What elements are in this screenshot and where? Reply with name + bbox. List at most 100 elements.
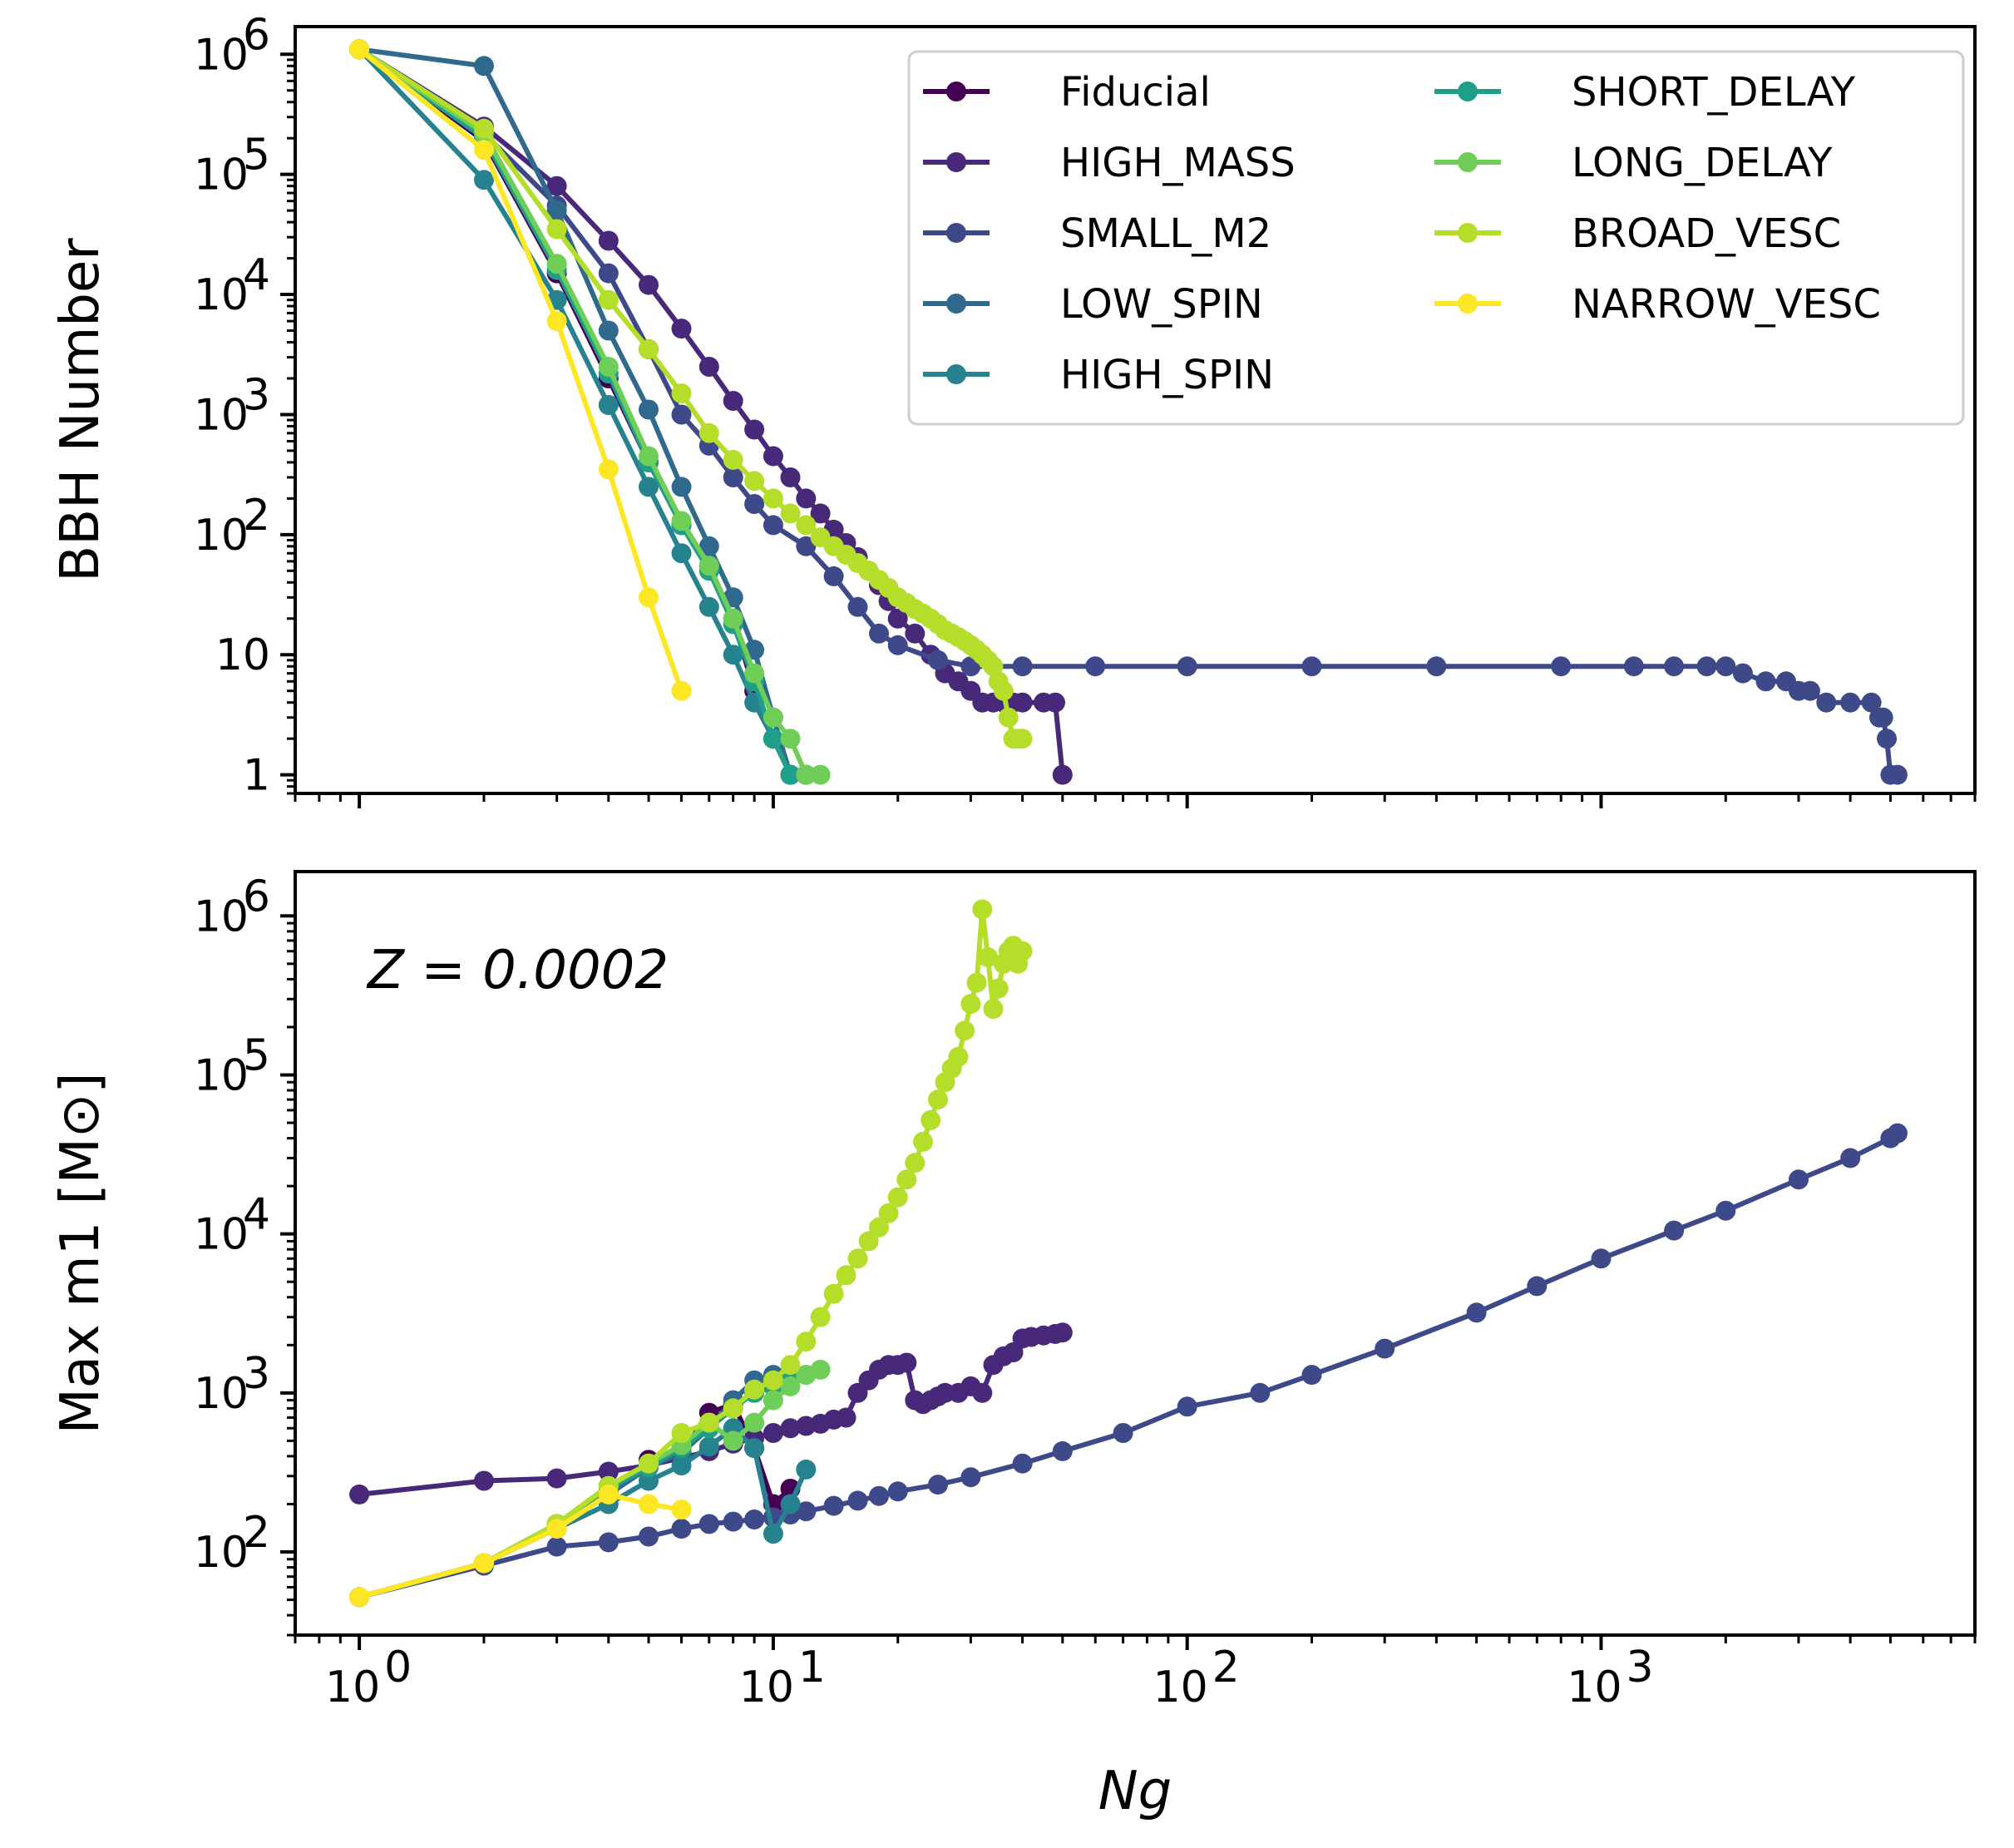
bottom-point-broad-vesc bbox=[810, 1307, 831, 1327]
bottom-point-small-m2 bbox=[1715, 1200, 1736, 1221]
bottom-point-high-spin bbox=[796, 1459, 817, 1480]
bottom-point-narrow-vesc bbox=[546, 1519, 567, 1539]
top-point-narrow-vesc bbox=[474, 140, 494, 161]
bottom-point-small-m2 bbox=[1466, 1302, 1487, 1323]
bottom-point-narrow-vesc bbox=[474, 1553, 494, 1574]
legend-marker-high-mass bbox=[946, 152, 966, 172]
bottom-point-small-m2 bbox=[869, 1485, 889, 1506]
legend-label-broad-vesc: BROAD_VESC bbox=[1572, 210, 1841, 257]
bottom-point-broad-vesc bbox=[905, 1153, 926, 1174]
top-point-high-mass bbox=[744, 419, 765, 440]
legend-label-low-spin: LOW_SPIN bbox=[1060, 281, 1263, 328]
top-point-narrow-vesc bbox=[546, 311, 567, 332]
bottom-point-broad-vesc bbox=[780, 1355, 801, 1376]
top-point-small-m2 bbox=[1887, 764, 1908, 785]
top-point-narrow-vesc bbox=[671, 680, 692, 701]
bottom-point-small-m2 bbox=[546, 1536, 567, 1557]
bottom-point-small-m2 bbox=[928, 1475, 948, 1495]
bottom-xtick-label: 10 bbox=[739, 1663, 794, 1712]
bottom-ytick-label: 10 bbox=[194, 1528, 249, 1578]
bottom-point-small-m2 bbox=[1527, 1276, 1548, 1297]
top-ytick-label: 10 bbox=[194, 151, 249, 200]
bottom-point-small-m2 bbox=[887, 1481, 908, 1502]
bottom-ytick-exponent: 6 bbox=[243, 872, 270, 922]
top-point-short-delay bbox=[763, 729, 783, 749]
top-point-broad-vesc bbox=[993, 680, 1014, 701]
bottom-plot-frame bbox=[294, 870, 1977, 1637]
top-point-long-delay bbox=[639, 446, 659, 467]
top-point-long-delay bbox=[598, 357, 619, 377]
bottom-point-small-m2 bbox=[723, 1511, 743, 1532]
bottom-point-long-delay bbox=[744, 1412, 765, 1433]
bottom-point-small-m2 bbox=[1375, 1338, 1395, 1359]
bottom-point-high-mass bbox=[598, 1461, 619, 1482]
bottom-point-broad-vesc bbox=[928, 1090, 948, 1110]
legend-label-narrow-vesc: NARROW_VESC bbox=[1572, 281, 1881, 328]
bottom-series-line-broad-vesc bbox=[358, 907, 1025, 1600]
top-point-broad-vesc bbox=[1012, 729, 1033, 749]
top-point-high-mass bbox=[796, 488, 817, 509]
bottom-ytick-label: 10 bbox=[194, 1210, 249, 1260]
top-ytick-exponent: 2 bbox=[243, 491, 270, 541]
top-point-low-spin bbox=[474, 56, 494, 77]
bottom-point-broad-vesc bbox=[972, 899, 993, 920]
bottom-point-broad-vesc bbox=[896, 1169, 917, 1190]
top-point-small-m2 bbox=[598, 263, 619, 284]
bottom-point-small-m2 bbox=[1113, 1423, 1133, 1443]
bottom-xtick-exponent: 1 bbox=[798, 1643, 826, 1692]
top-ytick-exponent: 6 bbox=[243, 10, 270, 60]
top-point-small-m2 bbox=[1623, 656, 1644, 677]
top-ytick-exponent: 3 bbox=[243, 370, 270, 420]
bottom-point-high-mass bbox=[546, 1468, 567, 1489]
bottom-point-broad-vesc bbox=[698, 1412, 719, 1433]
top-point-narrow-vesc bbox=[349, 39, 370, 60]
top-ytick-label: 1 bbox=[243, 751, 270, 801]
legend-label-high-spin: HIGH_SPIN bbox=[1060, 352, 1274, 398]
top-point-small-m2 bbox=[1177, 656, 1197, 677]
top-point-long-delay bbox=[723, 608, 743, 629]
top-point-high-spin bbox=[639, 477, 659, 497]
bottom-point-small-m2 bbox=[1250, 1382, 1271, 1403]
top-point-broad-vesc bbox=[639, 338, 659, 359]
top-point-broad-vesc bbox=[763, 488, 783, 509]
bottom-point-long-delay bbox=[780, 1376, 801, 1396]
top-point-broad-vesc bbox=[744, 471, 765, 492]
legend-label-short-delay: SHORT_DELAY bbox=[1572, 69, 1856, 116]
bottom-point-broad-vesc bbox=[983, 999, 1004, 1020]
top-point-high-mass bbox=[905, 623, 926, 644]
top-ytick-exponent: 5 bbox=[243, 131, 270, 180]
top-point-high-mass bbox=[1012, 692, 1033, 713]
bottom-series-group bbox=[349, 899, 1908, 1608]
top-point-long-delay bbox=[780, 729, 801, 749]
bottom-point-narrow-vesc bbox=[598, 1484, 619, 1505]
legend-marker-small-m2 bbox=[946, 223, 966, 243]
bottom-xlabel: Ng bbox=[1098, 1761, 1172, 1822]
top-point-high-spin bbox=[698, 596, 719, 617]
top-point-small-m2 bbox=[1301, 656, 1322, 677]
top-point-small-m2 bbox=[869, 623, 889, 644]
bottom-ytick-label: 10 bbox=[194, 1369, 249, 1419]
bottom-point-high-mass bbox=[763, 1423, 783, 1443]
bottom-ytick-label: 10 bbox=[194, 1050, 249, 1100]
bottom-point-high-mass bbox=[896, 1352, 917, 1373]
top-point-high-mass bbox=[723, 391, 743, 411]
top-point-broad-vesc bbox=[780, 503, 801, 524]
top-point-low-spin bbox=[671, 477, 692, 497]
top-point-small-m2 bbox=[1873, 707, 1893, 728]
top-ytick-label: 10 bbox=[194, 390, 249, 440]
bottom-point-broad-vesc bbox=[966, 972, 987, 993]
bottom-point-high-mass bbox=[349, 1484, 370, 1505]
top-point-broad-vesc bbox=[598, 289, 619, 310]
top-point-small-m2 bbox=[723, 467, 743, 487]
top-point-small-m2 bbox=[847, 596, 868, 617]
legend-label-fiducial: Fiducial bbox=[1060, 69, 1211, 116]
bottom-point-high-spin bbox=[698, 1436, 719, 1457]
bottom-point-narrow-vesc bbox=[349, 1587, 370, 1608]
bottom-point-narrow-vesc bbox=[671, 1500, 692, 1519]
top-point-small-m2 bbox=[1085, 656, 1106, 677]
metallicity-annotation: Z = 0.0002 bbox=[366, 940, 669, 1001]
legend: Fiducial HIGH_MASS SMALL_M2 LOW_SPIN HIGH_SP… bbox=[907, 50, 1965, 426]
